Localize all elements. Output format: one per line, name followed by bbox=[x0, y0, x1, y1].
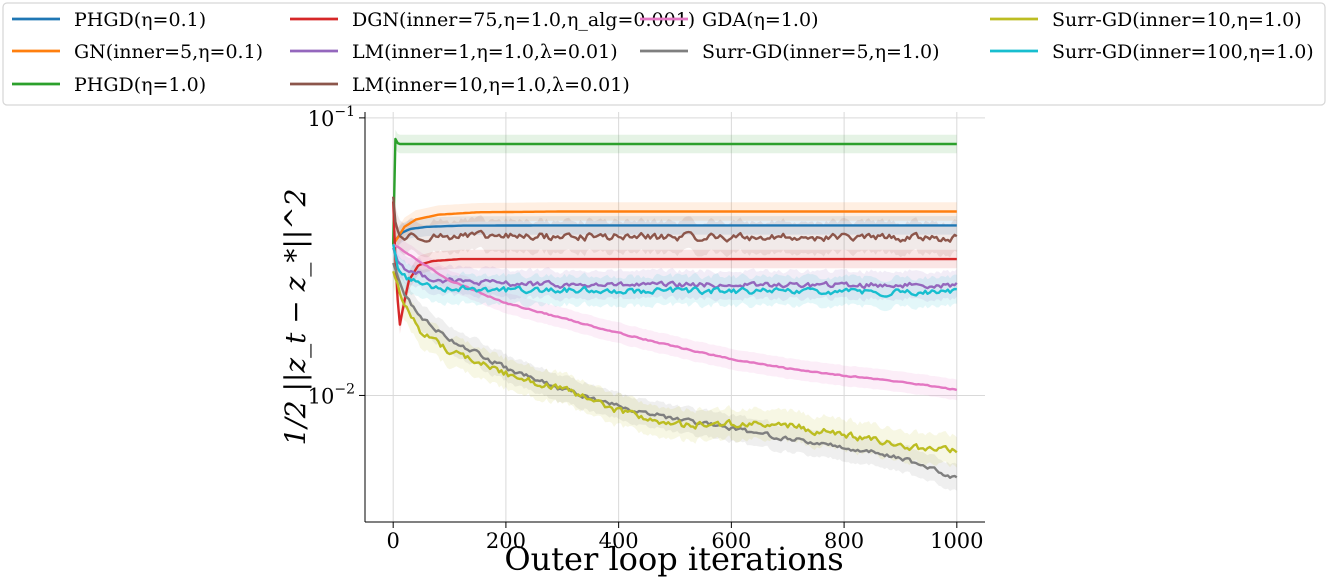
legend-item-8: Surr-GD(inner=10,η=1.0) bbox=[990, 9, 1302, 31]
band-series-7 bbox=[393, 249, 957, 491]
legend-item-1: GN(inner=5,η=0.1) bbox=[12, 41, 263, 63]
legend-frame bbox=[2, 2, 1326, 106]
line-series-2 bbox=[392, 137, 957, 245]
legend-item-9: Surr-GD(inner=100,η=1.0) bbox=[990, 41, 1314, 63]
legend-item-2: PHGD(η=1.0) bbox=[12, 74, 206, 96]
line-series-8 bbox=[392, 270, 958, 454]
line-series-1 bbox=[392, 210, 957, 246]
band-series-8 bbox=[393, 256, 957, 468]
legend-label-4: LM(inner=1,η=1.0,λ=0.01) bbox=[352, 41, 618, 63]
y-tick-label-1: 10−2 bbox=[308, 381, 355, 408]
legend-label-2: PHGD(η=1.0) bbox=[74, 74, 206, 96]
line-series-6 bbox=[392, 243, 958, 392]
x-tick-label-2: 400 bbox=[599, 529, 639, 553]
x-axis-label: Outer loop iterations bbox=[504, 540, 843, 578]
legend-item-4: LM(inner=1,η=1.0,λ=0.01) bbox=[290, 41, 618, 63]
legend-item-3: DGN(inner=75,η=1.0,η_alg=0.001) bbox=[290, 9, 695, 31]
legend-label-5: LM(inner=10,η=1.0,λ=0.01) bbox=[352, 74, 630, 96]
line-series-5 bbox=[392, 196, 958, 243]
legend-item-0: PHGD(η=0.1) bbox=[12, 9, 206, 31]
confidence-bands bbox=[393, 129, 957, 491]
grid bbox=[365, 112, 985, 522]
legend-label-9: Surr-GD(inner=100,η=1.0) bbox=[1052, 41, 1314, 63]
x-tick-label-5: 1000 bbox=[930, 529, 983, 553]
band-series-3 bbox=[393, 192, 957, 334]
band-series-2 bbox=[393, 129, 957, 254]
x-tick-label-4: 800 bbox=[824, 529, 864, 553]
legend-label-3: DGN(inner=75,η=1.0,η_alg=0.001) bbox=[352, 9, 695, 31]
band-series-1 bbox=[393, 202, 957, 254]
line-series-4 bbox=[392, 247, 958, 290]
legend-label-8: Surr-GD(inner=10,η=1.0) bbox=[1052, 9, 1302, 31]
axes bbox=[364, 112, 985, 523]
x-axis-ticks: 0 200 400 600 800 1000 bbox=[386, 522, 984, 553]
line-series-3 bbox=[392, 201, 957, 326]
band-series-6 bbox=[393, 234, 957, 401]
y-axis-ticks: 10−1 10−2 bbox=[308, 104, 365, 408]
legend-item-5: LM(inner=10,η=1.0,λ=0.01) bbox=[290, 74, 630, 96]
legend-label-0: PHGD(η=0.1) bbox=[74, 9, 206, 31]
series-lines bbox=[392, 137, 958, 479]
x-tick-label-1: 200 bbox=[486, 529, 526, 553]
x-tick-label-3: 600 bbox=[711, 529, 751, 553]
legend-item-7: Surr-GD(inner=5,η=1.0) bbox=[640, 41, 940, 63]
y-axis-label-text: 1/2 ||z_t − z_*||^2 bbox=[279, 189, 312, 446]
line-series-9 bbox=[392, 244, 957, 298]
y-tick-label-0: 10−1 bbox=[308, 104, 355, 131]
x-tick-label-0: 0 bbox=[386, 529, 399, 553]
legend: PHGD(η=0.1) GN(inner=5,η=0.1) PHGD(η=1.0) D… bbox=[2, 2, 1326, 106]
legend-label-6: GDA(η=1.0) bbox=[702, 9, 818, 31]
line-series-7 bbox=[392, 262, 958, 479]
legend-item-6: GDA(η=1.0) bbox=[640, 9, 818, 31]
legend-label-7: Surr-GD(inner=5,η=1.0) bbox=[702, 41, 940, 63]
y-axis-label: 1/2 ||z_t − z_*||^2 bbox=[279, 189, 312, 446]
legend-label-1: GN(inner=5,η=0.1) bbox=[74, 41, 263, 63]
line-series-0 bbox=[392, 224, 957, 245]
